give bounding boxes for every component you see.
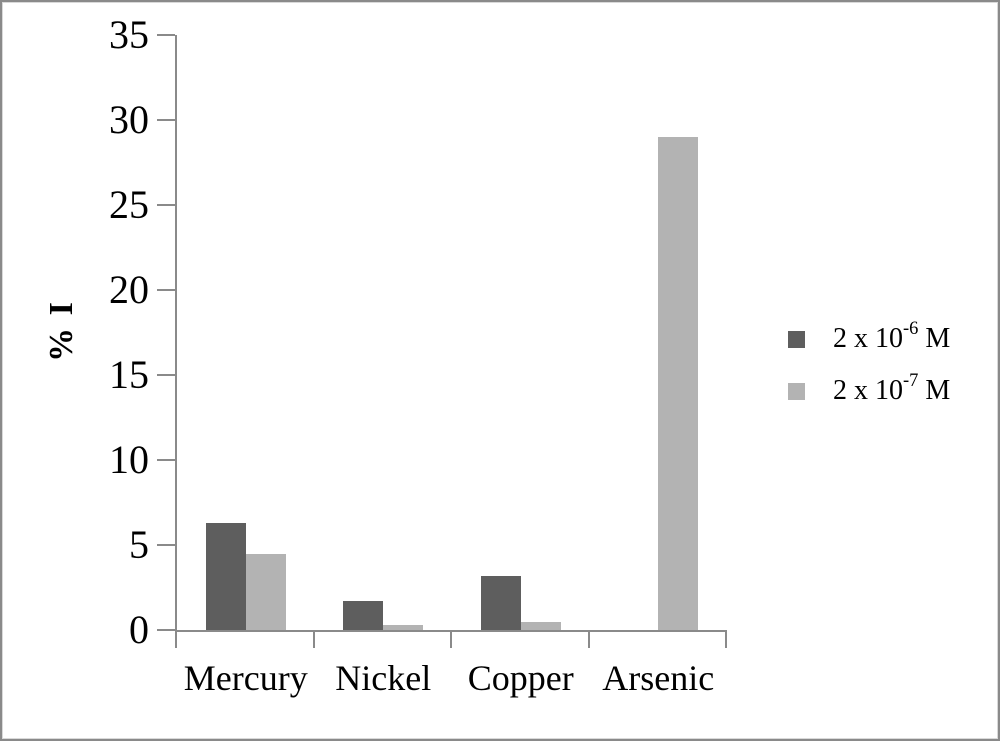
category-slot-arsenic xyxy=(590,35,728,630)
x-tick-mark xyxy=(450,632,452,648)
y-tick-label: 30 xyxy=(109,97,149,142)
y-tick-mark xyxy=(157,204,175,206)
y-tick-label: 20 xyxy=(109,267,149,312)
bar-arsenic--7 xyxy=(658,137,699,630)
legend-label: 2 x 10-6 M xyxy=(833,318,951,354)
bar-nickel--6 xyxy=(343,601,384,630)
legend-swatch-icon xyxy=(788,382,805,400)
y-tick-mark xyxy=(157,459,175,461)
category-slot-copper xyxy=(452,35,590,630)
y-tick-label: 35 xyxy=(109,12,149,57)
plot-area xyxy=(175,35,727,632)
y-tick-label: 25 xyxy=(109,182,149,227)
legend-swatch-icon xyxy=(788,330,805,348)
y-tick-mark xyxy=(157,544,175,546)
category-label-arsenic: Arsenic xyxy=(602,658,715,698)
legend: 2 x 10-6 M 2 x 10-7 M xyxy=(788,318,951,426)
bar-copper--6 xyxy=(480,575,521,630)
legend-entry: 2 x 10-6 M xyxy=(788,318,951,356)
x-tick-mark xyxy=(587,632,590,648)
category-label-mercury: Mercury xyxy=(183,658,308,698)
y-tick-label: 5 xyxy=(129,522,149,567)
category-slot-mercury xyxy=(177,35,315,630)
category-label-copper: Copper xyxy=(467,658,574,698)
x-tick-mark xyxy=(312,632,315,648)
legend-label: 2 x 10-7 M xyxy=(833,370,951,406)
legend-entry: 2 x 10-7 M xyxy=(788,370,951,408)
y-tick-mark xyxy=(157,629,175,631)
y-tick-label: 0 xyxy=(129,607,149,652)
category-label-nickel: Nickel xyxy=(335,658,432,698)
x-tick-mark xyxy=(175,632,177,648)
x-tick-mark xyxy=(725,632,727,648)
bar-mercury--6 xyxy=(205,522,246,630)
y-tick-label: 15 xyxy=(109,352,149,397)
y-tick-label: 10 xyxy=(109,437,149,482)
y-tick-mark xyxy=(157,374,175,376)
bar-copper--7 xyxy=(520,621,561,630)
y-tick-mark xyxy=(157,119,175,121)
y-tick-mark xyxy=(157,289,175,291)
bar-mercury--7 xyxy=(245,553,286,630)
category-slot-nickel xyxy=(315,35,453,630)
bar-nickel--7 xyxy=(383,624,424,630)
y-tick-mark xyxy=(157,34,175,36)
x-axis-labels: Mercury Nickel Copper Arsenic xyxy=(177,658,727,698)
